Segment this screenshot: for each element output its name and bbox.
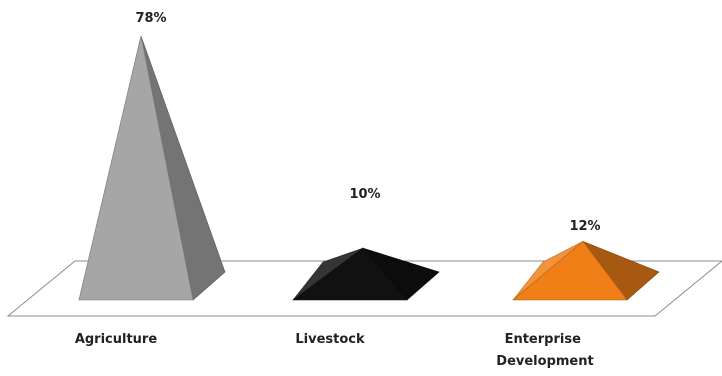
category-label-livestock: Livestock bbox=[295, 332, 365, 347]
pyramid-livestock bbox=[292, 247, 440, 301]
data-label-agriculture: 78% bbox=[135, 11, 166, 26]
data-label-livestock: 10% bbox=[349, 187, 380, 202]
category-label-line: Livestock bbox=[295, 332, 365, 347]
pyramid-enterprise-development bbox=[512, 240, 660, 301]
pyramid-agriculture bbox=[78, 35, 226, 301]
category-label-line: Agriculture bbox=[75, 332, 158, 347]
pyramid-face-front bbox=[78, 35, 194, 301]
pyramid-face-front bbox=[292, 247, 408, 301]
category-label-line: Development bbox=[496, 354, 593, 369]
pyramid-face-front bbox=[512, 240, 628, 301]
category-label-line: Enterprise bbox=[505, 332, 581, 347]
category-label-enterprise-development: Enterprise Development bbox=[496, 332, 593, 369]
category-label-agriculture: Agriculture bbox=[75, 332, 158, 347]
data-label-enterprise-development: 12% bbox=[569, 219, 600, 234]
